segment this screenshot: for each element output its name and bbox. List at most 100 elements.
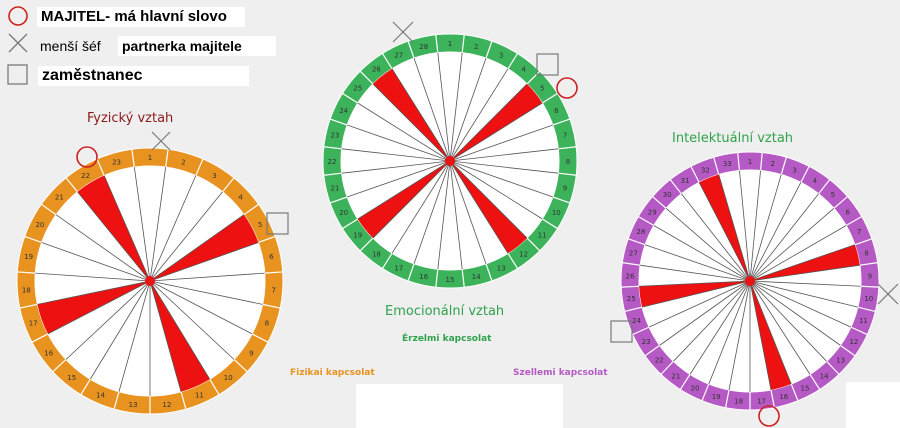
intellectual-number-label: 19 bbox=[712, 393, 721, 401]
physical-number-label: 23 bbox=[112, 159, 121, 167]
physical-number-label: 18 bbox=[22, 286, 31, 294]
intellectual-number-label: 6 bbox=[846, 208, 851, 216]
emotional-spoke bbox=[391, 68, 451, 162]
intellectual-sector-32 bbox=[699, 174, 750, 281]
intellectual-spoke bbox=[673, 280, 751, 362]
emotional-number-label: 5 bbox=[540, 84, 544, 92]
legend-minor-boss-label: menší šéf bbox=[40, 38, 101, 54]
physical-ring-divider bbox=[40, 203, 57, 216]
physical-spoke bbox=[37, 280, 151, 305]
intellectual-ring-divider bbox=[622, 262, 641, 266]
intellectual-ring-divider bbox=[800, 166, 810, 183]
physical-ring-divider bbox=[24, 235, 42, 244]
physical-ring-divider bbox=[243, 203, 260, 216]
emotional-ring-divider bbox=[329, 118, 348, 126]
emotional-spoke bbox=[391, 160, 451, 254]
intellectual-ring-divider bbox=[859, 262, 878, 266]
emotional-ring-divider bbox=[507, 53, 519, 70]
physical-owner-circle-icon bbox=[76, 146, 98, 168]
physical-number-label: 6 bbox=[269, 253, 274, 261]
physical-ring-divider bbox=[131, 149, 135, 168]
emotional-spoke bbox=[372, 160, 451, 239]
intellectual-number-label: 5 bbox=[831, 191, 835, 199]
physical-spoke bbox=[149, 242, 259, 282]
physical-spoke bbox=[133, 167, 151, 282]
emotional-sector-12 bbox=[450, 161, 528, 254]
emotional-ring-divider bbox=[526, 237, 541, 252]
intellectual-number-label: 7 bbox=[857, 228, 861, 236]
physical-number-label: 16 bbox=[44, 350, 53, 358]
physical-ring-divider bbox=[233, 359, 248, 373]
physical-ring-divider bbox=[195, 158, 204, 176]
physical-ring-divider bbox=[258, 235, 276, 244]
intellectual-spoke bbox=[749, 182, 802, 282]
emotional-spoke bbox=[413, 160, 451, 265]
emotional-number-label: 10 bbox=[552, 209, 561, 217]
emotional-owner-circle-icon bbox=[556, 77, 578, 99]
intellectual-spoke bbox=[749, 244, 856, 282]
intellectual-number-label: 21 bbox=[671, 372, 680, 380]
intellectual-spoke bbox=[749, 208, 835, 282]
emotional-spoke bbox=[357, 102, 451, 162]
physical-ring-divider bbox=[52, 359, 67, 373]
intellectual-spoke bbox=[689, 280, 751, 375]
physical-number-label: 9 bbox=[249, 350, 253, 358]
physical-spoke bbox=[149, 191, 223, 282]
intellectual-ring-divider bbox=[644, 344, 660, 357]
physical-sector-5 bbox=[150, 214, 259, 281]
emotional-sector-26 bbox=[372, 68, 450, 161]
intellectual-spoke bbox=[642, 280, 751, 308]
intellectual-number-label: 10 bbox=[864, 295, 873, 303]
physical-ring-divider bbox=[264, 271, 283, 274]
emotional-spoke bbox=[449, 83, 528, 162]
physical-partner-cross-icon bbox=[151, 131, 171, 151]
intellectual-ring-divider bbox=[833, 196, 848, 209]
emotional-number-label: 25 bbox=[353, 84, 362, 92]
physical-spoke bbox=[77, 191, 151, 282]
physical-number-label: 11 bbox=[195, 392, 204, 400]
intellectual-ring-divider bbox=[737, 152, 741, 171]
intellectual-ring-divider bbox=[652, 196, 667, 209]
intellectual-number-label: 17 bbox=[757, 397, 766, 405]
physical-spoke bbox=[35, 272, 151, 282]
physical-spoke bbox=[149, 175, 197, 282]
emotional-ring-divider bbox=[342, 92, 359, 104]
physical-spoke bbox=[149, 280, 182, 392]
physical-spoke bbox=[149, 167, 167, 282]
intellectual-number-label: 32 bbox=[701, 167, 710, 175]
physical-ring-divider bbox=[65, 177, 78, 193]
intellectual-number-label: 16 bbox=[779, 393, 788, 401]
emotional-ring-divider bbox=[558, 172, 577, 176]
emotional-sector-19 bbox=[357, 161, 450, 239]
emotional-number-label: 15 bbox=[446, 276, 455, 284]
intellectual-ring-divider bbox=[632, 326, 650, 336]
intellectual-number-label: 9 bbox=[868, 272, 872, 280]
intellectual-spoke bbox=[749, 225, 847, 282]
emotional-spoke bbox=[372, 83, 451, 162]
emotional-number-label: 8 bbox=[566, 158, 570, 166]
physical-ring-divider bbox=[262, 303, 281, 309]
intellectual-number-label: 20 bbox=[691, 385, 700, 393]
intellectual-spoke bbox=[718, 174, 751, 282]
intellectual-number-label: 28 bbox=[636, 228, 645, 236]
intellectual-ring-divider bbox=[701, 383, 710, 401]
emotional-ring-divider bbox=[541, 92, 558, 104]
emotional-spoke bbox=[346, 160, 451, 198]
physical-spoke bbox=[149, 280, 235, 360]
emotional-number-label: 27 bbox=[394, 52, 403, 60]
emotional-ring-divider bbox=[407, 263, 415, 282]
intellectual-spoke bbox=[749, 280, 792, 385]
physical-number-label: 12 bbox=[162, 401, 171, 409]
physical-spoke bbox=[65, 280, 151, 360]
intellectual-number-label: 12 bbox=[849, 338, 858, 346]
intellectual-ring-divider bbox=[857, 306, 876, 312]
intellectual-ring-divider bbox=[809, 374, 821, 390]
emotional-spoke bbox=[449, 160, 463, 270]
intellectual-subtitle: Szellemi kapcsolat bbox=[513, 368, 608, 378]
emotional-ring-divider bbox=[381, 53, 393, 70]
emotional-spoke bbox=[413, 57, 451, 162]
emotional-number-label: 9 bbox=[563, 184, 567, 192]
legend-employee-label: zaměstnanec bbox=[38, 66, 249, 86]
physical-ring-divider bbox=[113, 391, 120, 410]
emotional-spoke bbox=[346, 124, 451, 162]
